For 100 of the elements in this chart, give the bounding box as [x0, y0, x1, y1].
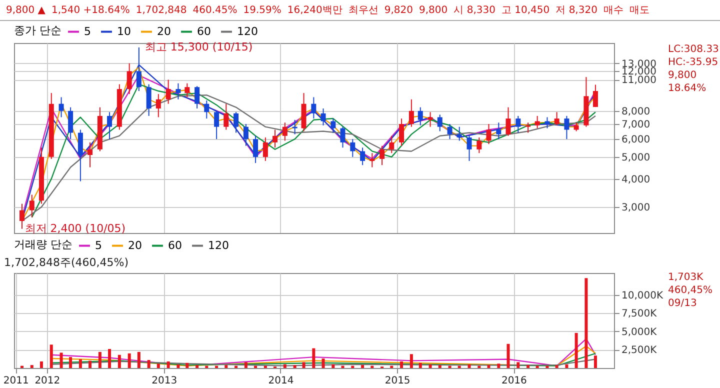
bar [186, 362, 189, 368]
candlestick [534, 115, 540, 129]
y-tick-label: 5,000 [622, 152, 650, 164]
text: 1,703K [668, 271, 704, 284]
candlestick [340, 126, 346, 148]
bar [224, 365, 228, 368]
x-tick-label: 2015 [384, 376, 410, 386]
text: 최우선 [348, 4, 378, 17]
bar [69, 357, 72, 368]
bar [50, 344, 53, 368]
candlestick [418, 106, 423, 126]
bar [418, 362, 422, 368]
legend-label: 20 [157, 24, 171, 38]
text: 시 8,330 [454, 4, 496, 17]
candlestick [262, 136, 268, 162]
bar [244, 362, 248, 368]
bar [506, 344, 510, 368]
y-tick-label: 8,000 [622, 106, 650, 118]
bar [283, 364, 286, 368]
bar [312, 348, 316, 368]
candlestick [399, 118, 404, 146]
y-tick-label: 2,500K [622, 345, 658, 356]
candlestick [146, 84, 152, 116]
candlestick [204, 100, 210, 120]
y-tick-label: 3,000 [622, 202, 650, 214]
x-tick-label: 2011 [3, 376, 29, 386]
bar [137, 352, 140, 368]
x-tick-label: 2013 [152, 376, 178, 386]
bar [40, 361, 43, 368]
text: LC:308.33 [668, 43, 719, 56]
legend-label: 60 [197, 24, 211, 38]
candlestick [19, 203, 24, 230]
candlestick [253, 135, 258, 164]
candlestick [214, 110, 220, 140]
bar [410, 354, 413, 368]
text: 고 10,450 [501, 4, 550, 17]
bar [565, 364, 568, 368]
candlestick [184, 82, 190, 98]
bar [594, 356, 597, 368]
bar [526, 365, 530, 368]
text: 1,702,848 [136, 4, 187, 16]
candlestick [456, 126, 462, 142]
candlestick [554, 112, 560, 126]
bar [88, 360, 92, 368]
bar [428, 364, 432, 368]
candlestick [88, 142, 93, 168]
text: 9,800 [668, 69, 698, 82]
candlestick [389, 135, 394, 154]
bar [574, 332, 578, 368]
bar [128, 353, 131, 368]
candlestick [496, 122, 502, 140]
candlestick [292, 119, 298, 135]
candlestick [156, 94, 161, 118]
legend-title: 종가 단순 [14, 24, 62, 37]
text: 460,45% [668, 284, 712, 297]
legend-label: 5 [84, 24, 91, 38]
text: 저 8,320 [556, 4, 598, 17]
legend-label: 20 [128, 238, 142, 252]
bar [487, 365, 490, 368]
y-tick-label: 5,000K [622, 326, 658, 338]
bar [555, 365, 558, 368]
candlestick [476, 136, 482, 154]
candlestick [58, 96, 64, 118]
y-tick-label: 6,000 [622, 134, 650, 146]
y-tick-label: 13,000 [622, 58, 656, 70]
candlestick [592, 84, 598, 108]
candlestick [544, 116, 550, 129]
text: 09/13 [668, 297, 698, 310]
candlestick [516, 115, 521, 134]
text: 매수 [603, 4, 624, 17]
candlestick [126, 62, 132, 95]
candlestick [29, 194, 34, 218]
text: 9,820 [384, 4, 414, 16]
candlestick [380, 145, 385, 166]
candlestick [350, 138, 356, 158]
x-tick-label: 2014 [268, 376, 294, 386]
x-tick-label: 2012 [34, 376, 60, 386]
bar [60, 352, 63, 368]
text: 1,540 +18.64% [52, 4, 130, 16]
candlestick [234, 112, 239, 134]
candlestick [466, 135, 472, 162]
candlestick [68, 106, 74, 140]
chart-subtitle: 1,702,848주(460,45%) [4, 255, 129, 270]
candlestick [107, 112, 112, 140]
bar [78, 359, 82, 368]
bar [147, 360, 150, 368]
bar [166, 361, 170, 368]
candlestick [194, 86, 200, 109]
y-tick-label: 10,000K [622, 290, 664, 302]
text: 19.59% [243, 4, 282, 16]
candlestick [506, 106, 511, 136]
candlestick [408, 98, 414, 128]
candlestick [243, 123, 248, 146]
y-tick-label: 7,000 [622, 119, 650, 130]
y-tick-label: 7,500K [622, 308, 658, 320]
text: 16,240백만 [287, 4, 342, 17]
line-series [50, 338, 596, 366]
bar [516, 362, 520, 368]
bar [98, 352, 102, 368]
bar [322, 358, 325, 368]
